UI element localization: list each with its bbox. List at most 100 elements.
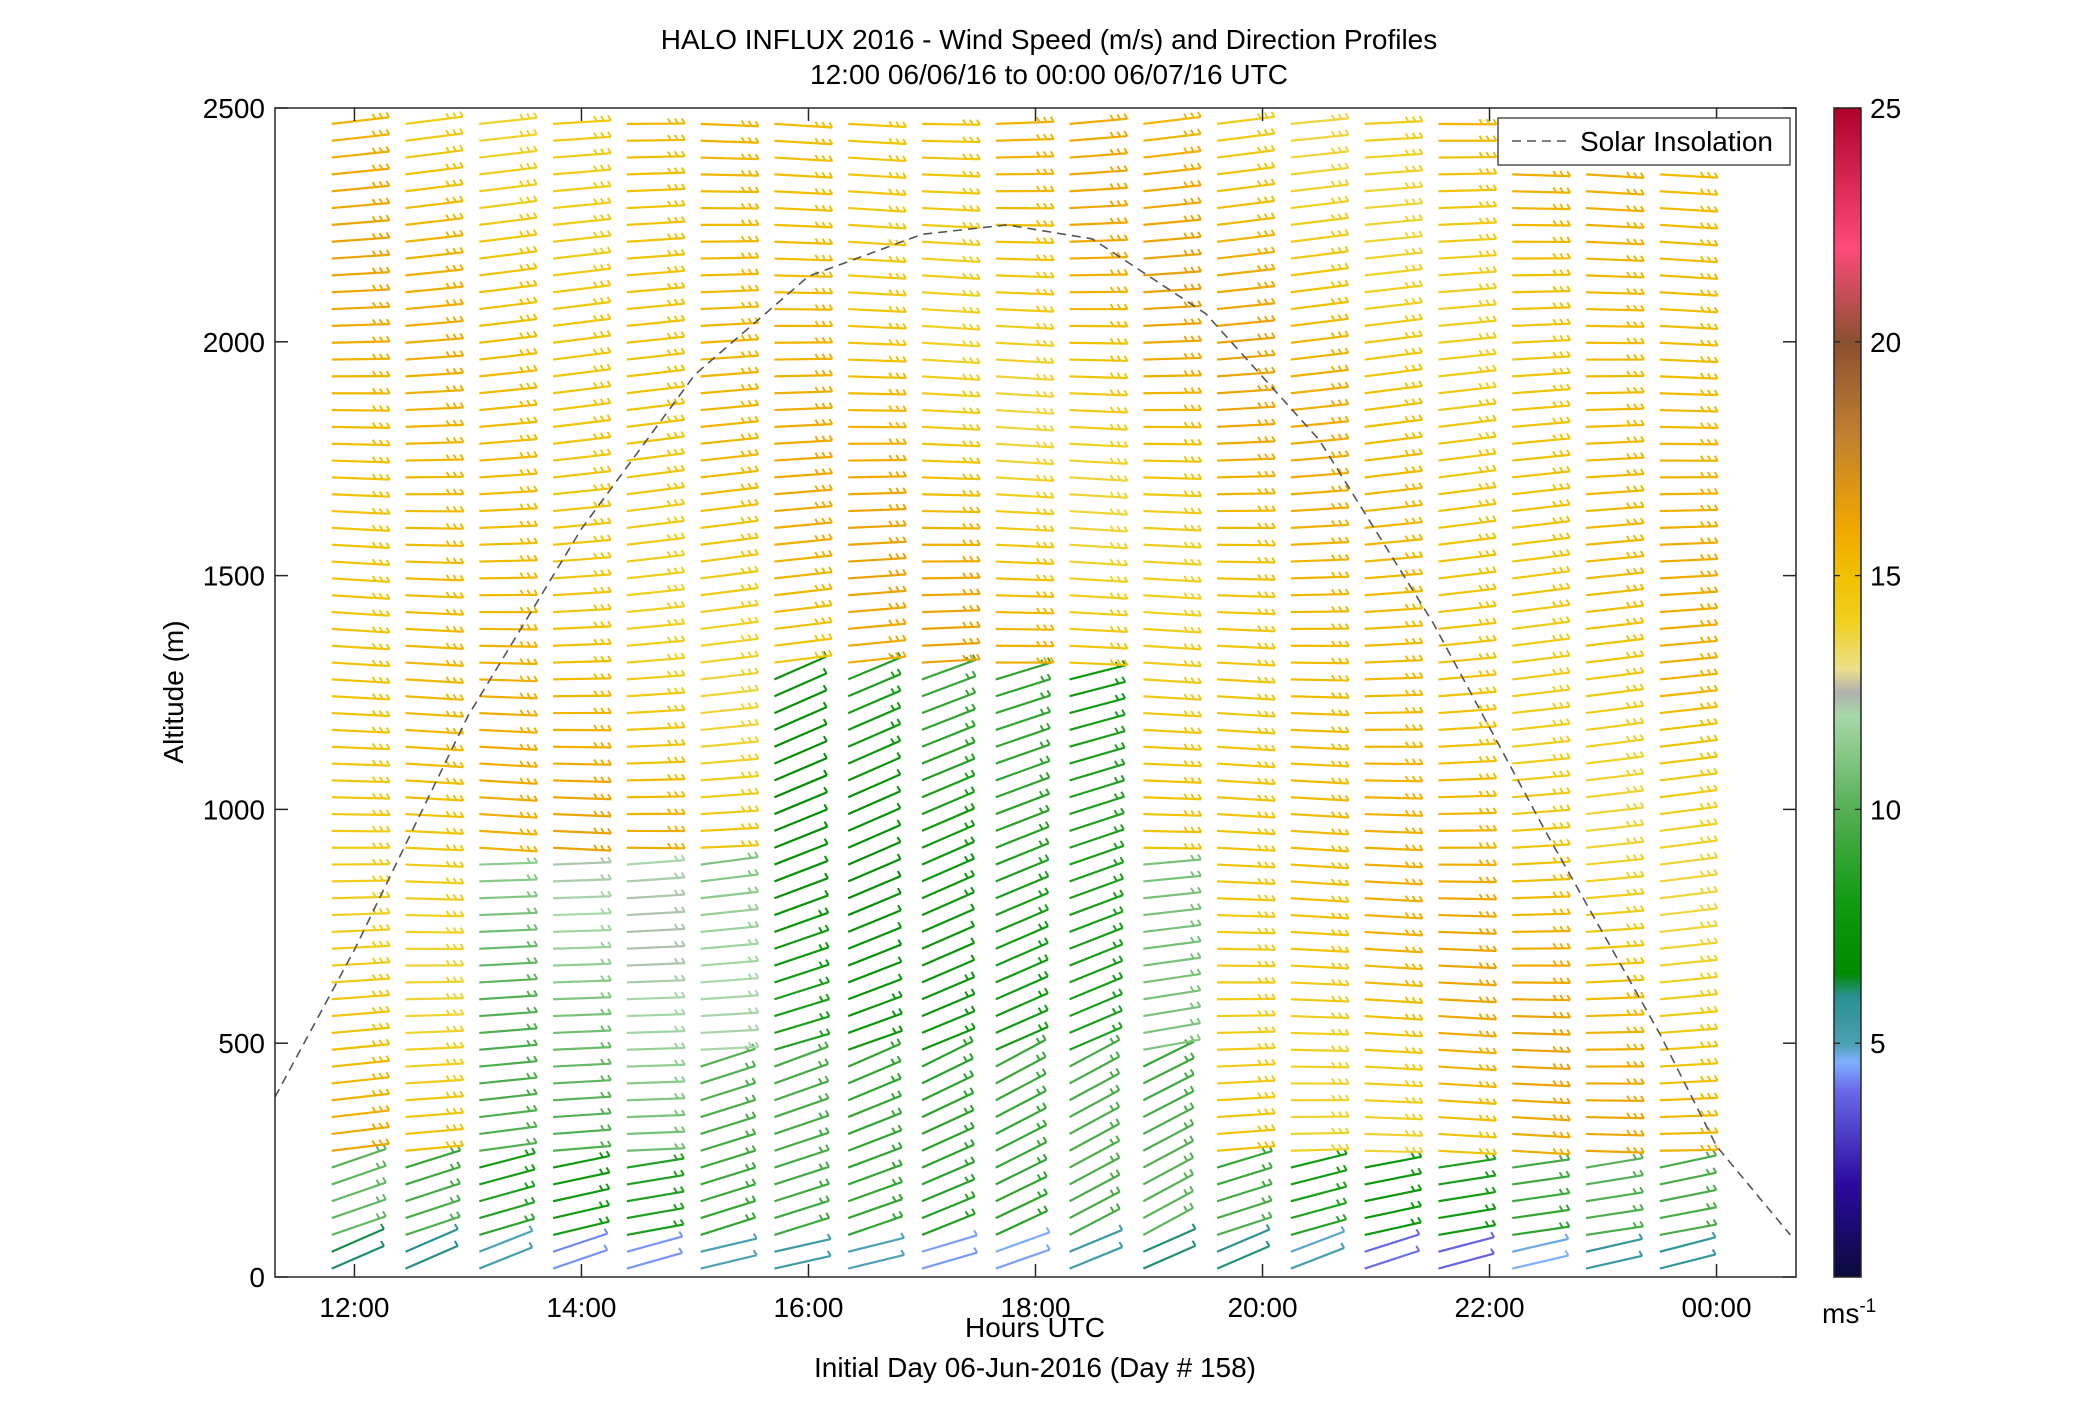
wind-barb-shaft <box>774 654 833 664</box>
wind-barb <box>479 589 539 597</box>
wind-barb-flag <box>680 906 686 913</box>
wind-barb <box>626 1008 686 1018</box>
wind-barb-flag <box>754 565 759 572</box>
wind-barb-flag <box>674 739 679 746</box>
wind-barb <box>405 659 465 667</box>
wind-barb-shaft <box>995 710 1051 731</box>
wind-barb-flag <box>1183 776 1189 783</box>
wind-barb-flag <box>1418 793 1424 800</box>
wind-barb-flag <box>828 336 834 343</box>
wind-barb <box>995 590 1055 598</box>
wind-barb-shaft <box>479 403 538 412</box>
wind-barb-shaft <box>847 756 901 782</box>
wind-barb-flag <box>969 340 974 347</box>
wind-barb-flag <box>680 447 686 454</box>
wind-barb-flag <box>828 287 834 294</box>
wind-barb-flag <box>821 617 826 624</box>
wind-barb <box>700 955 760 967</box>
wind-barb-flag <box>1257 727 1262 734</box>
wind-barb <box>405 959 465 967</box>
wind-barb-shaft <box>405 1228 459 1253</box>
wind-barb-flag <box>385 1055 391 1062</box>
wind-barb-flag <box>895 372 901 379</box>
wind-barb-flag <box>673 265 679 272</box>
wind-barb-shaft <box>995 792 1050 816</box>
wind-barb-flag <box>902 421 908 428</box>
wind-barb-flag <box>1257 1009 1263 1016</box>
wind-barb <box>1217 522 1276 530</box>
wind-barb-flag <box>828 188 834 195</box>
wind-barb-flag <box>1338 605 1343 612</box>
wind-barb <box>1290 1078 1350 1085</box>
wind-barb-flag <box>1345 1078 1350 1085</box>
wind-barb <box>626 617 686 631</box>
wind-barb-flag <box>592 281 598 288</box>
wind-barb-flag <box>1404 1096 1410 1103</box>
wind-barb <box>921 670 977 698</box>
wind-barb-flag <box>1478 1147 1484 1154</box>
wind-barb-shaft <box>1069 358 1128 363</box>
wind-barb-flag <box>371 473 377 480</box>
wind-barb-flag <box>888 238 894 245</box>
wind-barb-flag <box>754 219 760 226</box>
wind-barb-flag <box>533 399 538 406</box>
wind-barb-flag <box>1183 283 1189 291</box>
wind-barb-flag <box>970 802 976 809</box>
wind-barb <box>1069 199 1129 210</box>
wind-barb-shaft <box>405 389 464 395</box>
wind-barb-flag <box>1271 878 1276 885</box>
wind-barb-flag <box>1478 979 1484 986</box>
wind-barb-flag <box>371 709 377 716</box>
wind-barb-flag <box>1404 569 1410 576</box>
wind-barb-flag <box>680 481 686 488</box>
wind-barb-shaft <box>331 895 390 900</box>
wind-barb-flag <box>1418 414 1423 421</box>
wind-barb <box>1290 1012 1350 1020</box>
wind-barb <box>1143 128 1202 142</box>
wind-barb-flag <box>747 202 753 209</box>
wind-barb-flag <box>533 658 539 665</box>
wind-barb-flag <box>1123 130 1129 137</box>
wind-barb-flag <box>1404 672 1410 679</box>
wind-barb-flag <box>519 213 524 220</box>
wind-barb-flag <box>740 202 746 209</box>
wind-barb-flag <box>1485 859 1491 866</box>
wind-barb <box>774 633 833 647</box>
wind-barb-flag <box>1337 760 1343 767</box>
wind-barb-shaft <box>1069 134 1128 142</box>
wind-barb-flag <box>674 1076 679 1083</box>
wind-barb-shaft <box>848 324 907 330</box>
wind-barb-shaft <box>331 879 390 883</box>
wind-barb-shaft <box>1069 1139 1120 1169</box>
wind-barb-flag <box>817 1060 823 1067</box>
wind-barb-shaft <box>1438 1031 1497 1038</box>
wind-barb-flag <box>1183 438 1189 445</box>
wind-barb-shaft <box>1438 621 1497 631</box>
wind-barb-flag <box>1039 708 1045 715</box>
wind-barb-flag <box>592 314 598 321</box>
wind-barb <box>405 1041 465 1051</box>
wind-barb-flag <box>1190 214 1195 221</box>
wind-barb-flag <box>1039 741 1045 748</box>
wind-barb-flag <box>459 281 465 288</box>
wind-barb-flag <box>747 955 753 962</box>
wind-barb <box>1143 1001 1202 1018</box>
wind-barb-flag <box>533 1006 538 1013</box>
wind-barb-flag <box>533 727 539 734</box>
wind-barb <box>1069 406 1129 414</box>
wind-barb-shaft <box>1290 166 1349 176</box>
wind-barb-shaft <box>700 1045 759 1051</box>
wind-barb <box>921 736 976 765</box>
wind-barb-flag <box>1257 1026 1263 1033</box>
wind-barb-flag <box>1197 660 1203 667</box>
wind-barb-flag <box>1331 1045 1336 1052</box>
wind-barb-flag <box>1264 710 1269 717</box>
wind-barb-shaft <box>700 1216 756 1236</box>
wind-barb-shaft <box>626 553 685 563</box>
wind-barb-flag <box>667 118 672 125</box>
wind-barb <box>479 777 539 785</box>
wind-barb-flag <box>976 572 981 579</box>
wind-barb-flag <box>607 1025 612 1032</box>
wind-barb-shaft <box>774 894 829 917</box>
wind-barb-flag <box>371 1106 377 1113</box>
